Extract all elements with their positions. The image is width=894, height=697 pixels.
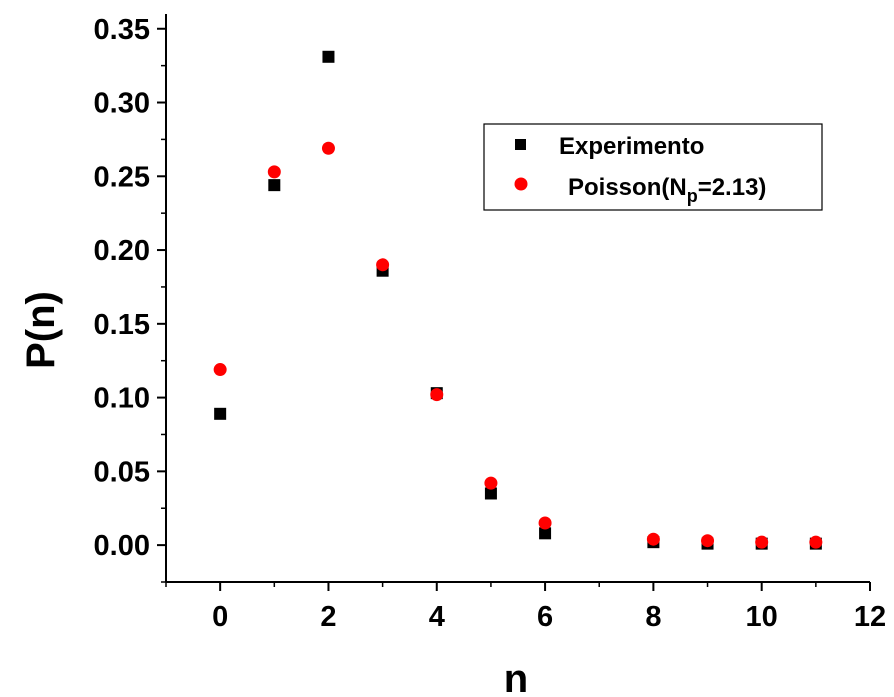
data-point-experimento: [539, 527, 552, 540]
x-axis-title: n: [504, 657, 528, 697]
y-tick-label: 0.15: [94, 309, 150, 341]
legend-marker-experimento: [515, 139, 526, 150]
legend-label-poisson-main: Poisson(N: [568, 174, 687, 201]
legend-label-poisson-sub: p: [687, 186, 698, 206]
data-point-poisson: [701, 534, 715, 548]
data-point-poisson: [809, 535, 823, 549]
x-tick-label: 6: [537, 601, 553, 633]
y-tick-label: 0.05: [94, 456, 150, 488]
x-tick-label: 4: [429, 601, 445, 633]
legend-label-poisson-tail: =2.13): [698, 174, 767, 201]
y-tick-label: 0.10: [94, 383, 150, 415]
y-tick-label: 0.20: [94, 235, 150, 267]
data-point-poisson: [430, 388, 444, 402]
legend-label-poisson: Poisson(Np=2.13): [568, 174, 766, 206]
x-tick-label: 0: [212, 601, 228, 633]
legend-marker-poisson: [514, 177, 528, 191]
x-tick-label: 2: [320, 601, 336, 633]
data-point-experimento: [214, 407, 227, 420]
y-tick-label: 0.25: [94, 161, 150, 193]
data-point-experimento: [268, 179, 281, 192]
x-tick-label: 12: [854, 601, 886, 633]
legend-label-experimento: Experimento: [559, 133, 704, 160]
data-point-experimento: [484, 487, 497, 500]
x-tick-label: 8: [645, 601, 661, 633]
data-point-experimento: [322, 50, 335, 63]
data-point-poisson: [646, 532, 660, 546]
data-point-poisson: [321, 141, 335, 155]
legend-box: [483, 123, 823, 211]
data-point-poisson: [376, 258, 390, 272]
y-tick-label: 0.30: [94, 88, 150, 120]
y-axis-title: P(n): [19, 291, 63, 369]
y-tick-label: 0.35: [94, 14, 150, 46]
axes: [165, 14, 870, 583]
x-ticks: 0 2 4 6 8 10 12: [165, 582, 886, 633]
data-markers: [213, 50, 823, 550]
data-point-poisson: [484, 476, 498, 490]
data-point-poisson: [267, 165, 281, 179]
x-tick-label: 10: [746, 601, 778, 633]
data-point-poisson: [755, 535, 769, 549]
data-point-poisson: [213, 363, 227, 377]
y-ticks: 0.00 0.05 0.10 0.15 0.20 0.25 0.30 0.35: [94, 14, 166, 583]
legend: Experimento Poisson(Np=2.13): [483, 123, 823, 211]
y-tick-label: 0.00: [94, 530, 150, 562]
data-point-poisson: [538, 516, 552, 530]
